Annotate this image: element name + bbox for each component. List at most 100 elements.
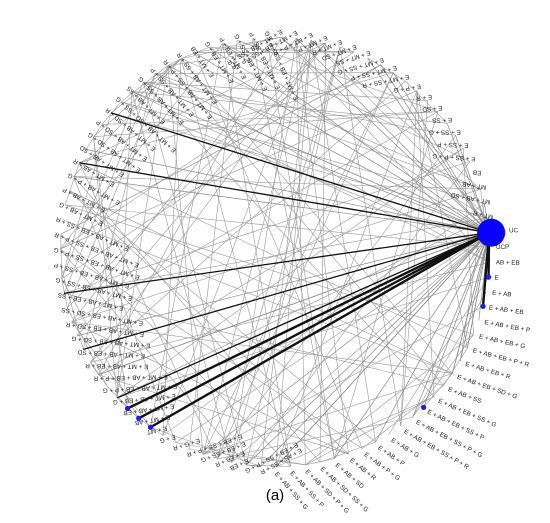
node [136, 415, 142, 421]
node-label: E + R [415, 93, 432, 102]
edge [167, 65, 490, 233]
edge [202, 306, 484, 455]
edge [246, 464, 291, 467]
edge [67, 65, 169, 308]
edge [216, 72, 394, 460]
edge [446, 123, 490, 233]
edge [452, 232, 490, 374]
edge [275, 40, 312, 468]
node-label: UC [509, 227, 519, 234]
edge [367, 57, 406, 82]
edge [116, 147, 464, 399]
edge [63, 293, 444, 386]
node [124, 405, 131, 412]
edge [143, 81, 456, 136]
edge [76, 232, 490, 337]
edge [150, 43, 224, 428]
node-label: E + SS + P + G [432, 152, 476, 162]
edge [150, 426, 262, 467]
edge-strong [79, 162, 490, 234]
edge [82, 73, 156, 350]
edge [79, 72, 394, 164]
edge [71, 321, 151, 428]
edge [334, 111, 439, 459]
edge [73, 176, 177, 443]
edge [281, 36, 490, 233]
edge [334, 232, 490, 459]
edge [143, 81, 435, 397]
node-label: E + MT + AB + EB + P + G [102, 382, 177, 393]
edge [162, 39, 312, 436]
node-label: AB + EB [496, 259, 520, 267]
node-label: MT + R [472, 209, 494, 221]
node-label: E + AB + EB [488, 305, 524, 317]
edge [400, 90, 418, 427]
edge [180, 58, 481, 190]
edge [296, 37, 490, 233]
edge-strong [127, 231, 490, 410]
edge [202, 232, 490, 455]
edge [194, 52, 490, 233]
edge [60, 234, 291, 467]
nodes: UC UCP AB + EB E E + AB E + AB + EB E + AB + E… [53, 28, 531, 515]
edge-strong [83, 232, 490, 350]
edge [260, 232, 490, 467]
edge [79, 162, 468, 349]
caption: (a) [266, 487, 284, 504]
node-label: E + AB + EB + P [484, 319, 531, 334]
edge [423, 373, 453, 408]
edge [251, 38, 335, 459]
node-label: UCP [496, 244, 509, 251]
edges [59, 36, 491, 468]
edge [79, 162, 218, 460]
edge [61, 64, 381, 279]
edge [305, 458, 335, 466]
node-label: E + P + G [393, 82, 421, 93]
edge [116, 65, 169, 398]
edge [76, 42, 326, 337]
edge [339, 47, 402, 427]
edge [107, 386, 139, 419]
edge [180, 58, 453, 374]
edge-strong [110, 112, 490, 234]
edge [400, 100, 429, 427]
edge [216, 135, 456, 460]
edge [73, 176, 490, 234]
edge [175, 442, 306, 466]
edge [310, 39, 481, 190]
edge [143, 81, 490, 233]
edge [202, 72, 394, 455]
edge [167, 65, 204, 455]
node-label: E + SS + G [429, 128, 461, 135]
edge [90, 80, 406, 363]
edge [275, 90, 418, 468]
edge [59, 248, 363, 449]
edge [416, 90, 435, 397]
edge [275, 396, 435, 468]
edge [90, 42, 326, 363]
edge [339, 46, 355, 53]
edge [393, 72, 490, 233]
edge [231, 232, 490, 463]
edge [155, 72, 394, 74]
node [480, 303, 486, 309]
edge [202, 373, 453, 455]
edge [67, 42, 326, 309]
edge [90, 262, 490, 363]
node-label: E + MT + AB + EB + R [85, 362, 148, 370]
node-label: E + MT + AB [134, 413, 170, 426]
edge [59, 248, 247, 466]
edge [180, 36, 282, 59]
edge [59, 43, 224, 250]
edge [380, 64, 490, 233]
edge [59, 51, 355, 250]
node-label: E [494, 275, 499, 282]
edge [222, 43, 490, 233]
edge [175, 232, 490, 443]
node-label: E + G [159, 433, 177, 444]
node [147, 424, 154, 430]
edge [405, 80, 448, 124]
edge [65, 204, 490, 248]
edge [68, 190, 349, 455]
edge [194, 52, 363, 449]
